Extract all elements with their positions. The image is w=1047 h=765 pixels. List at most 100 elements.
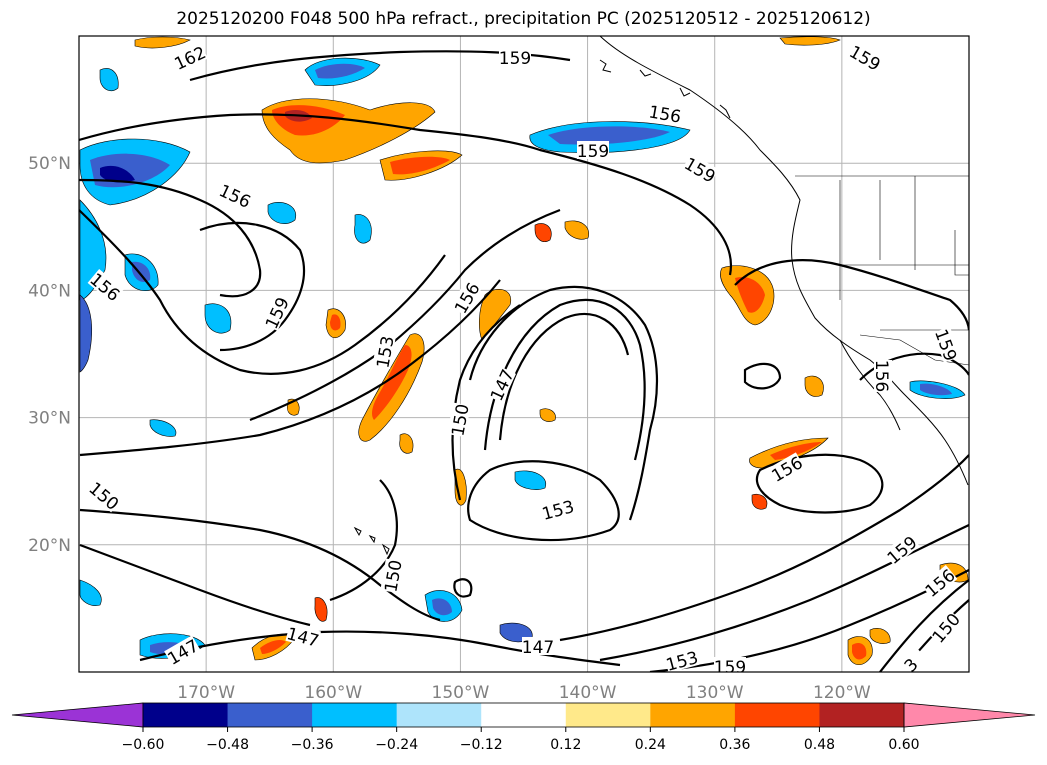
- shade-pos-s3: [454, 468, 467, 506]
- shade-neg-w3c: [132, 261, 151, 282]
- border-states: [839, 176, 969, 331]
- contour-label-bg: [171, 42, 208, 73]
- colorbar-extend-min: [11, 702, 144, 728]
- coastline-layer: [353, 36, 969, 556]
- contour-label-bg: [663, 647, 700, 672]
- contour-label-bg: [261, 294, 292, 331]
- contour-159-north: [79, 113, 733, 276]
- lon-label: 150°W: [432, 683, 490, 703]
- contour-label-bg: [372, 334, 396, 370]
- latitude-labels: 50°N 40°N 30°N 20°N: [28, 154, 71, 556]
- coastline-hawaii: [353, 526, 390, 556]
- shade-neg-s1c: [432, 598, 452, 616]
- shade-pos-s7: [564, 220, 589, 240]
- contour-label-bg: [499, 48, 531, 66]
- shade-pos-s2: [314, 597, 328, 622]
- shade-pos-s4c: [852, 643, 867, 660]
- colorbar-segment: [819, 703, 905, 727]
- contour-150-mid: [451, 304, 521, 501]
- contour-label-bg: [87, 269, 124, 304]
- contour-label-bg: [486, 366, 517, 403]
- contour-label-bg: [933, 326, 961, 363]
- colorbar-segment: [650, 703, 736, 727]
- contour-156-se: [755, 453, 884, 514]
- coastline-na: [599, 36, 969, 486]
- contour-156-north: [79, 178, 262, 298]
- contour-156-west: [79, 209, 446, 375]
- lat-label: 50°N: [28, 154, 71, 174]
- colorbar-extend-max: [903, 702, 1036, 728]
- shade-pos-band2c: [330, 314, 341, 331]
- contour-label-bg: [928, 609, 963, 646]
- shade-pos-s12: [869, 628, 891, 644]
- lat-label: 30°N: [28, 409, 71, 429]
- shade-pos-n2c: [390, 156, 450, 175]
- contour-label: 159: [714, 658, 746, 678]
- longitude-labels: 170°W 160°W 150°W 140°W 130°W 120°W: [177, 683, 871, 703]
- contour-ring-1: [468, 285, 659, 521]
- colorbar-tick-label: −0.24: [375, 737, 418, 753]
- contour-150-band: [79, 279, 501, 457]
- contour-label-bg: [874, 360, 892, 392]
- lon-label: 170°W: [177, 683, 235, 703]
- colorbar-segment: [312, 703, 398, 727]
- contour-159-ring: [743, 362, 782, 390]
- colorbar: −0.60 −0.48 −0.36 −0.24 −0.12 0.12 0.24 0.36 0.4…: [11, 702, 1036, 753]
- shade-neg-mid2: [354, 214, 372, 244]
- lat-label: 40°N: [28, 281, 71, 301]
- contour-153-band: [249, 208, 561, 422]
- colorbar-frame: [142, 702, 905, 728]
- shade-neg-se1c: [920, 383, 952, 396]
- contour-159-small: [453, 578, 473, 598]
- map-frame: [78, 35, 970, 673]
- colorbar-tick-label: −0.48: [206, 737, 249, 753]
- shade-neg-mid3: [267, 201, 297, 224]
- contour-label-bg: [522, 637, 554, 655]
- contour-label-bg: [647, 101, 683, 125]
- colorbar-tick-label: 0.48: [804, 737, 835, 753]
- contour-159-east: [734, 259, 969, 331]
- colorbar-tick-label: −0.12: [460, 737, 503, 753]
- shade-pos-n4: [779, 36, 841, 46]
- contour-156-southwest: [79, 543, 311, 627]
- colorbar-segment: [143, 703, 229, 727]
- contour-153-ring: [467, 460, 620, 542]
- contour-153-south: [559, 454, 969, 642]
- contour-label-bg: [883, 532, 920, 567]
- contour-156-south: [599, 524, 969, 662]
- contour-label-bg: [450, 279, 482, 316]
- colorbar-tick-label: 0.12: [550, 737, 581, 753]
- colorbar-segment: [481, 703, 567, 727]
- contour-159-west: [199, 221, 305, 352]
- map-background: [79, 36, 969, 672]
- colorbar-segment: [734, 703, 820, 727]
- shade-pos-s9: [399, 433, 414, 454]
- shade-pos-s13: [751, 493, 768, 510]
- colorbar-tick-label: 0.24: [635, 737, 666, 753]
- contour-label-bg: [86, 478, 123, 513]
- contour-label-bg: [847, 41, 884, 73]
- contour-label: 147: [522, 638, 554, 658]
- contour-label-bg: [380, 558, 404, 594]
- map-title: 2025120200 F048 500 hPa refract., precip…: [176, 9, 871, 29]
- contour-layer: [79, 50, 969, 672]
- shade-neg-w2: [79, 294, 93, 373]
- contour-label-bg: [164, 635, 201, 667]
- contour-label-bg: [217, 180, 254, 211]
- contour-147-west: [79, 508, 441, 622]
- shade-neg-n2: [99, 68, 119, 92]
- colorbar-segment: [227, 703, 313, 727]
- shade-pos-band-core: [372, 345, 412, 420]
- contour-label-bg: [539, 496, 576, 522]
- contour-label: 159: [577, 142, 609, 162]
- shade-pos-ca-core: [735, 276, 765, 313]
- contour-label-bg: [447, 402, 471, 438]
- shade-neg-nw-strong: [100, 165, 135, 183]
- contour-label-bg: [921, 565, 958, 600]
- contour-153-east: [879, 579, 969, 672]
- colorbar-segment: [565, 703, 651, 727]
- colorbar-tick-label: −0.36: [291, 737, 334, 753]
- shade-pos-se-core: [770, 442, 822, 460]
- contour-label-bg: [892, 646, 928, 672]
- shading-layer: [79, 36, 969, 666]
